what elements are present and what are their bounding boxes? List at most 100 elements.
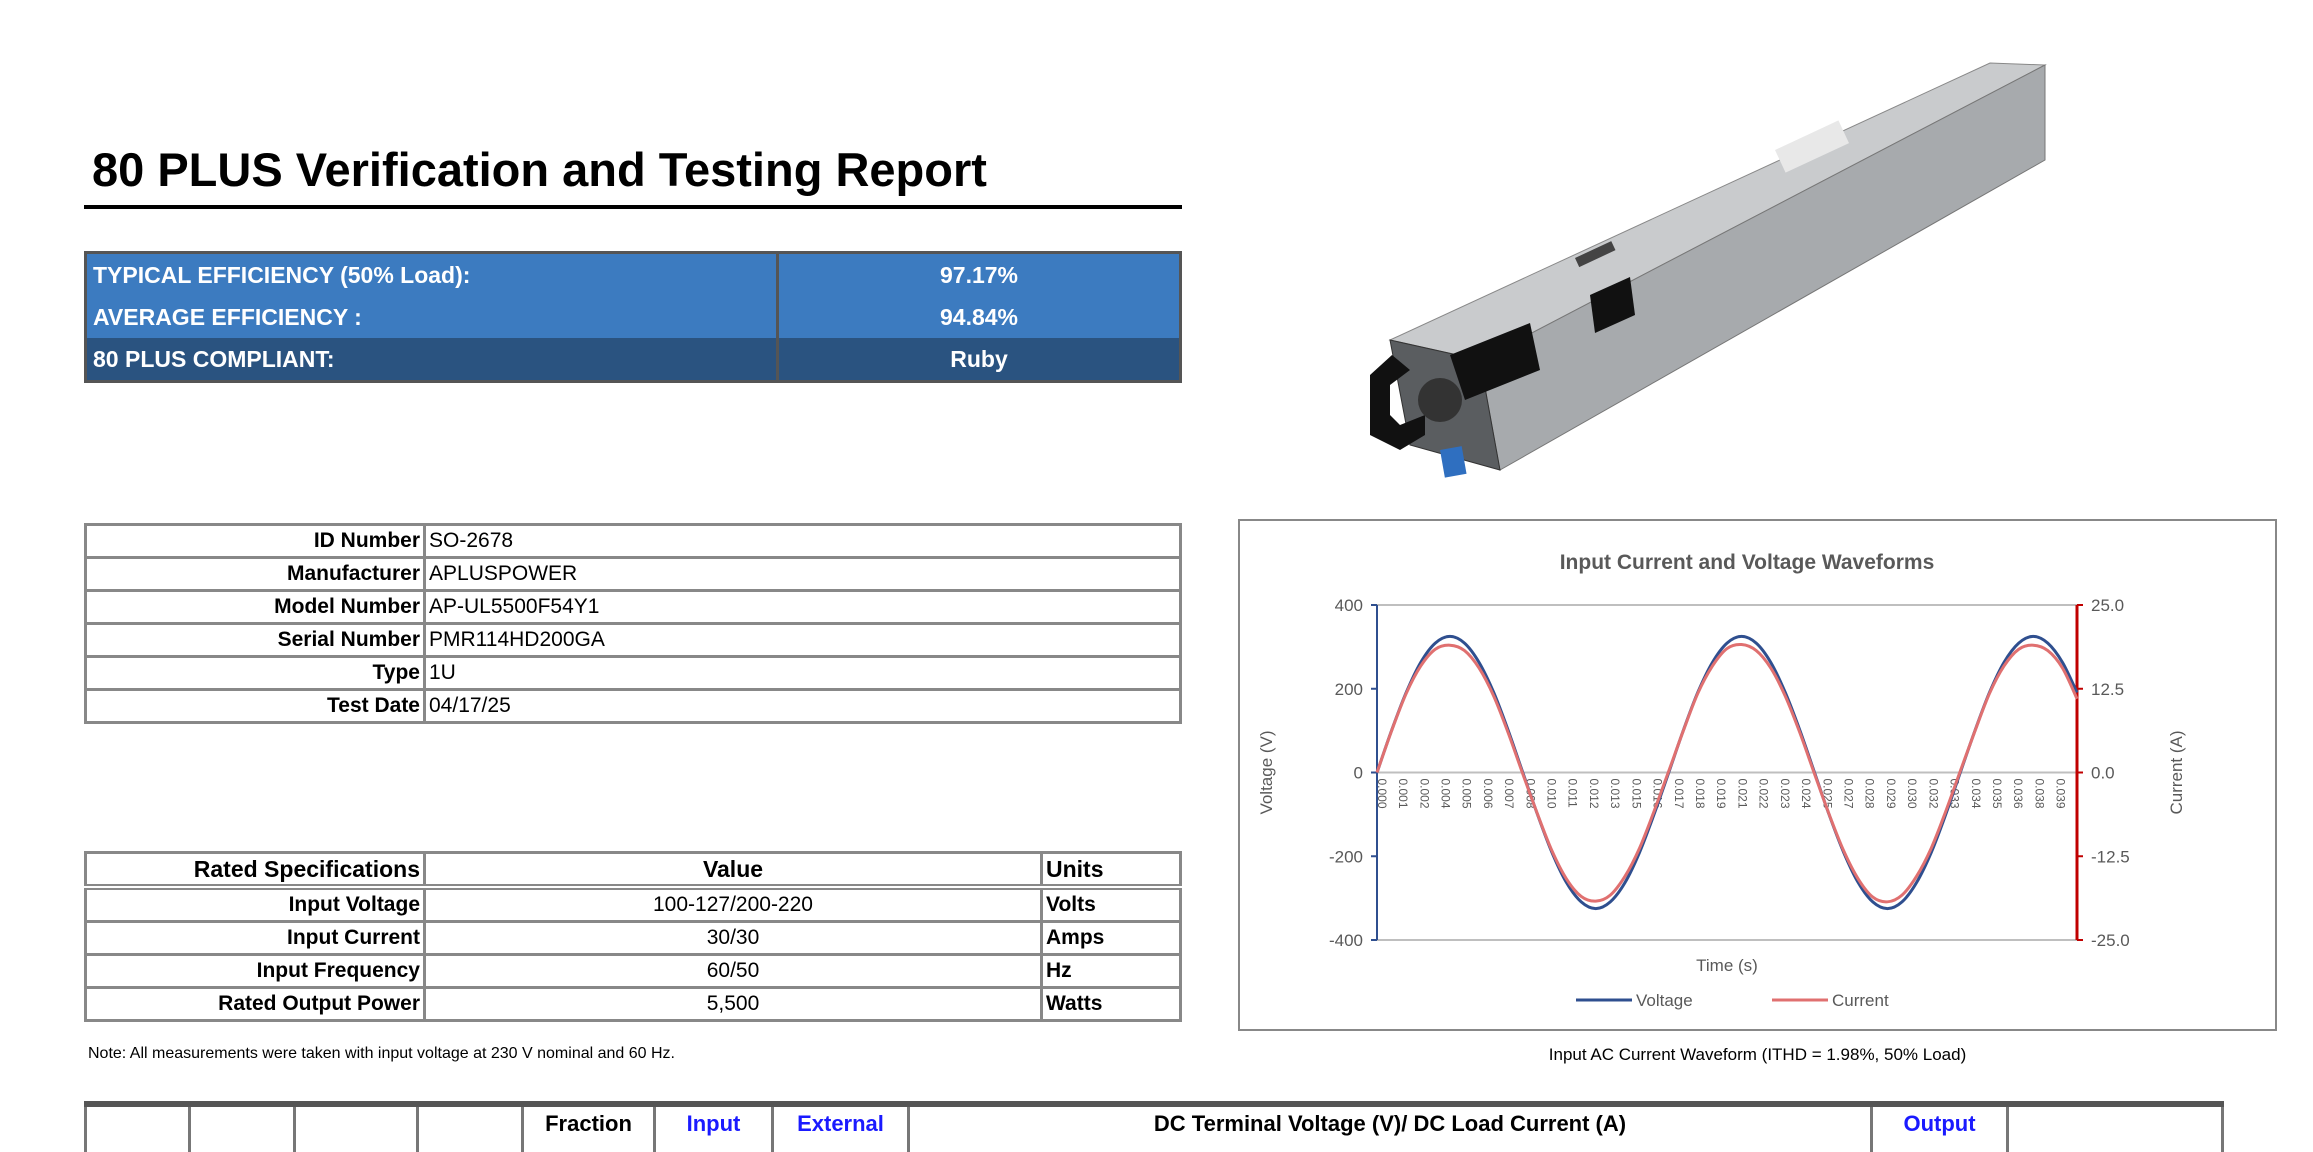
spec-label: Input Current xyxy=(84,920,426,956)
typical-efficiency-label: TYPICAL EFFICIENCY (50% Load): xyxy=(85,252,778,296)
x-tick-label: 0.022 xyxy=(1757,779,1771,809)
column-header-external: External xyxy=(771,1104,910,1152)
serial-number-label: Serial Number xyxy=(84,622,426,658)
x-tick-label: 0.011 xyxy=(1566,779,1580,808)
column-header: Rated Specifications xyxy=(84,851,426,890)
x-tick-label: 0.015 xyxy=(1629,779,1643,809)
x-tick-label: 0.024 xyxy=(1799,779,1813,809)
column-header xyxy=(293,1104,419,1152)
compliance-label: 80 PLUS COMPLIANT: xyxy=(85,338,778,382)
table-row: Manufacturer APLUSPOWER xyxy=(84,556,1182,592)
y-tick-label: 0 xyxy=(1354,764,1363,783)
table-row: ID Number SO-2678 xyxy=(84,523,1182,559)
average-efficiency-label: AVERAGE EFFICIENCY : xyxy=(85,296,778,338)
y2-axis-title: Current (A) xyxy=(2167,730,2186,814)
typical-efficiency-row: TYPICAL EFFICIENCY (50% Load): 97.17% xyxy=(85,252,1181,296)
chart-caption: Input AC Current Waveform (ITHD = 1.98%,… xyxy=(1548,1045,1967,1064)
column-header-dc-terminal: DC Terminal Voltage (V)/ DC Load Current… xyxy=(907,1104,1873,1152)
x-tick-label: 0.012 xyxy=(1587,779,1601,809)
type-value: 1U xyxy=(423,655,1182,691)
x-tick-label: 0.004 xyxy=(1438,779,1452,809)
spec-label: Rated Output Power xyxy=(84,986,426,1022)
x-tick-label: 0.029 xyxy=(1884,779,1898,809)
test-date-label: Test Date xyxy=(84,688,426,724)
x-tick-label: 0.017 xyxy=(1672,779,1686,809)
table-row: Test Date 04/17/25 xyxy=(84,688,1182,724)
column-header: Units xyxy=(1040,851,1182,890)
x-tick-label: 0.021 xyxy=(1735,779,1749,809)
table-row: Input Current 30/30 Amps xyxy=(84,920,1182,956)
chart-canvas: Input Current and Voltage Waveforms 400 20… xyxy=(1257,551,2186,1010)
table-header-row: Rated Specifications Value Units xyxy=(84,851,1182,890)
id-number-label: ID Number xyxy=(84,523,426,559)
x-tick-label: 0.018 xyxy=(1693,779,1707,809)
legend-label-current: Current xyxy=(1832,991,1889,1010)
x-tick-label: 0.006 xyxy=(1481,779,1495,809)
x-tick-label: 0.007 xyxy=(1502,779,1516,809)
y-tick-label: 200 xyxy=(1335,680,1363,699)
average-efficiency-row: AVERAGE EFFICIENCY : 94.84% xyxy=(85,296,1181,338)
x-tick-label: 0.028 xyxy=(1863,779,1877,809)
results-table: Fraction Input External DC Terminal Volt… xyxy=(84,1101,2224,1152)
x-tick-label: 0.036 xyxy=(2011,779,2025,809)
chart-title: Input Current and Voltage Waveforms xyxy=(1560,551,1935,574)
manufacturer-value: APLUSPOWER xyxy=(423,556,1182,592)
y2-tick-label: -25.0 xyxy=(2091,931,2130,950)
x-axis-title: Time (s) xyxy=(1696,956,1758,975)
page-title: 80 PLUS Verification and Testing Report xyxy=(92,143,987,196)
identification-table: ID Number SO-2678 Manufacturer APLUSPOWER … xyxy=(84,523,1182,724)
title-underline xyxy=(84,205,1182,209)
table-row: Rated Output Power 5,500 Watts xyxy=(84,986,1182,1022)
spec-value: 100-127/200-220 xyxy=(423,885,1043,923)
x-tick-label: 0.002 xyxy=(1417,779,1431,809)
y2-tick-label: 0.0 xyxy=(2091,764,2115,783)
compliance-row: 80 PLUS COMPLIANT: Ruby xyxy=(85,338,1181,382)
efficiency-summary-table: TYPICAL EFFICIENCY (50% Load): 97.17% AV… xyxy=(84,251,1182,383)
id-number-value: SO-2678 xyxy=(423,523,1182,559)
y-axis-title: Voltage (V) xyxy=(1257,730,1276,814)
typical-efficiency-value: 97.17% xyxy=(776,252,1181,296)
column-header-input: Input xyxy=(653,1104,774,1152)
measurement-note: Note: All measurements were taken with i… xyxy=(88,1045,675,1062)
x-tick-label: 0.034 xyxy=(1969,779,1983,809)
product-photo xyxy=(1370,62,2047,478)
x-tick-label: 0.027 xyxy=(1841,779,1855,809)
column-header xyxy=(188,1104,296,1152)
test-date-value: 04/17/25 xyxy=(423,688,1182,724)
column-header-fraction: Fraction xyxy=(521,1104,656,1152)
y-tick-label: 400 xyxy=(1335,596,1363,615)
x-tick-label: 0.016 xyxy=(1651,779,1665,809)
x-tick-label: 0.023 xyxy=(1778,779,1792,809)
spec-units: Hz xyxy=(1040,953,1182,989)
x-tick-label: 0.038 xyxy=(2032,779,2046,809)
y-tick-label: -400 xyxy=(1329,931,1363,950)
table-header-row: Fraction Input External DC Terminal Volt… xyxy=(84,1104,2224,1152)
x-tick-label: 0.001 xyxy=(1396,779,1410,809)
x-tick-label: 0.000 xyxy=(1375,779,1389,809)
spec-label: Input Frequency xyxy=(84,953,426,989)
table-row: Type 1U xyxy=(84,655,1182,691)
waveform-chart: Input Current and Voltage Waveforms 400 20… xyxy=(1238,519,2277,1031)
spec-units: Watts xyxy=(1040,986,1182,1022)
compliance-value: Ruby xyxy=(776,338,1181,382)
average-efficiency-value: 94.84% xyxy=(776,296,1181,338)
spec-value: 5,500 xyxy=(423,986,1043,1022)
column-header xyxy=(416,1104,524,1152)
spec-label: Input Voltage xyxy=(84,885,426,923)
column-header xyxy=(84,1104,191,1152)
spec-value: 60/50 xyxy=(423,953,1043,989)
y2-tick-label: -12.5 xyxy=(2091,847,2130,866)
rated-specifications-table: Rated Specifications Value Units Input V… xyxy=(84,851,1182,1022)
x-tick-label: 0.005 xyxy=(1460,779,1474,809)
model-number-label: Model Number xyxy=(84,589,426,625)
y2-tick-label: 12.5 xyxy=(2091,680,2124,699)
x-tick-label: 0.035 xyxy=(1990,779,2004,809)
y-tick-label: -200 xyxy=(1329,847,1363,866)
series-line-current xyxy=(1375,642,2079,904)
type-label: Type xyxy=(84,655,426,691)
column-header-output: Output xyxy=(1870,1104,2009,1152)
x-tick-label: 0.030 xyxy=(1905,779,1919,809)
manufacturer-label: Manufacturer xyxy=(84,556,426,592)
x-tick-label: 0.019 xyxy=(1714,779,1728,809)
spec-units: Amps xyxy=(1040,920,1182,956)
